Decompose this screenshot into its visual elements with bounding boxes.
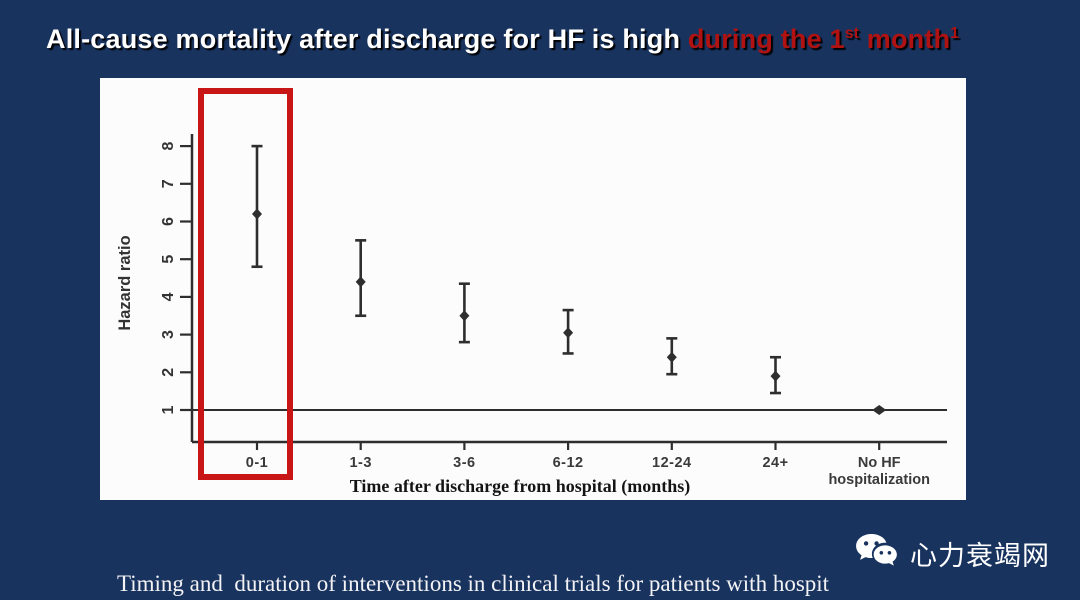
- point-marker-5: [666, 351, 677, 363]
- title-red-text-2: month: [859, 24, 951, 54]
- point-marker-1: [252, 208, 262, 220]
- chart-panel: 1 2 3 4 5 6 7 8 Hazard ratio 0-1 1-3 3-6 6-12 12-24 24…: [100, 78, 966, 500]
- x-tick-label: No HF: [858, 455, 901, 471]
- y-tick-label: 3: [160, 330, 177, 339]
- x-tick-label: hospitalization: [828, 472, 930, 488]
- x-tick-label: 1-3: [349, 455, 371, 471]
- title-superscript-st: st: [844, 25, 860, 42]
- x-tick-label: 3-6: [453, 455, 475, 471]
- point-marker-6: [770, 370, 781, 382]
- y-axis-title: Hazard ratio: [116, 235, 134, 330]
- footer-watermark: 心力衰竭网: [855, 533, 1050, 573]
- title-white-part: All-cause mortality after discharge for …: [46, 24, 688, 54]
- point-marker-4: [563, 327, 574, 339]
- x-tick-label: 0-1: [246, 455, 268, 471]
- title-reference-superscript: 1: [950, 25, 960, 42]
- y-tick-label: 6: [160, 217, 177, 226]
- y-tick-label: 5: [160, 255, 177, 264]
- slide-title: All-cause mortality after discharge for …: [46, 24, 959, 55]
- x-axis-title: Time after discharge from hospital (mont…: [350, 476, 690, 497]
- title-red-text: during the 1: [687, 24, 845, 54]
- y-tick-label: 4: [160, 292, 177, 301]
- x-tick-label: 6-12: [553, 455, 584, 471]
- point-marker-7: [872, 405, 887, 415]
- title-red-part: during the 1st month1: [688, 24, 959, 54]
- x-tick-label: 12-24: [652, 455, 692, 471]
- y-tick-label: 8: [160, 142, 177, 151]
- wechat-icon: [856, 533, 897, 566]
- hazard-ratio-chart: 1 2 3 4 5 6 7 8 Hazard ratio 0-1 1-3 3-6 6-12 12-24 24…: [116, 134, 947, 497]
- point-marker-3: [459, 310, 470, 322]
- y-tick-label: 7: [160, 179, 177, 188]
- x-tick-label: 24+: [762, 455, 788, 471]
- highlight-box-0-1-month: [198, 88, 293, 480]
- caption-line-1: Timing and duration of interventions in …: [117, 571, 830, 596]
- point-marker-2: [355, 276, 366, 288]
- caption: Timing and duration of interventions in …: [117, 506, 1037, 600]
- wechat-account-name: 心力衰竭网: [910, 540, 1050, 571]
- y-tick-label: 2: [160, 368, 177, 377]
- y-tick-label: 1: [160, 405, 177, 414]
